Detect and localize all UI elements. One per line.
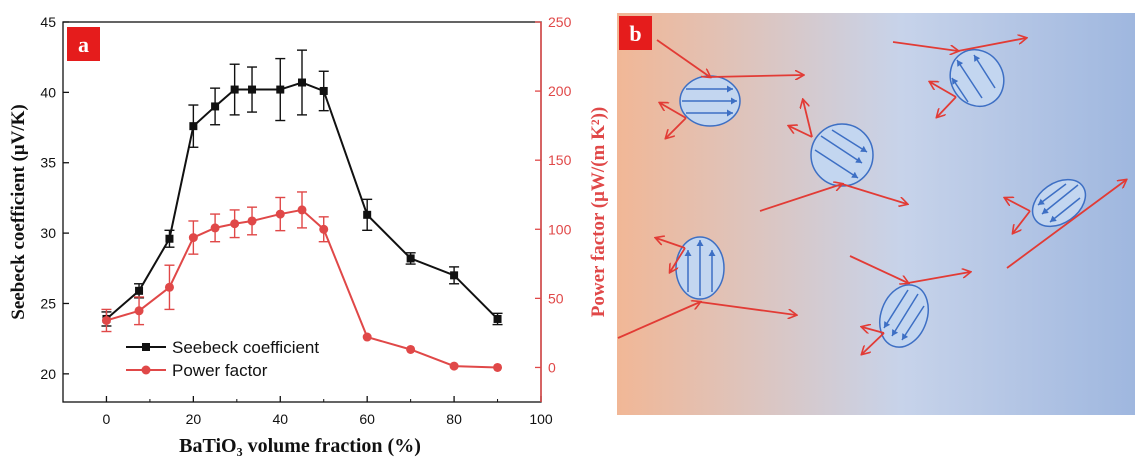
y-left-tick-label: 20 bbox=[40, 366, 56, 382]
x-tick-label: 40 bbox=[272, 411, 288, 427]
y-right-tick-label: 150 bbox=[548, 152, 572, 168]
data-point-power-factor bbox=[406, 344, 416, 354]
red-arrow bbox=[892, 41, 958, 51]
y-right-tick-label: 250 bbox=[548, 14, 572, 30]
y-right-tick-label: 0 bbox=[548, 359, 556, 375]
data-point-seebeck bbox=[450, 271, 459, 280]
series-line-seebeck bbox=[105, 81, 499, 320]
data-point-power-factor bbox=[275, 209, 285, 219]
x-tick-label: 60 bbox=[359, 411, 375, 427]
red-arrow bbox=[617, 302, 700, 339]
data-point-power-factor bbox=[319, 224, 329, 234]
data-point-seebeck bbox=[319, 86, 328, 95]
x-tick-label: 80 bbox=[446, 411, 462, 427]
ferroelectric-particle-3 bbox=[949, 48, 1005, 108]
data-point-seebeck bbox=[493, 314, 502, 323]
data-point-power-factor bbox=[134, 306, 144, 316]
red-arrow bbox=[699, 301, 796, 315]
red-arrow bbox=[759, 184, 842, 212]
data-point-seebeck bbox=[189, 122, 198, 131]
red-arrow bbox=[666, 117, 687, 138]
ferroelectric-particle-1 bbox=[679, 75, 741, 127]
red-arrow bbox=[957, 38, 1026, 52]
data-point-power-factor bbox=[247, 216, 257, 226]
legend-label-power-factor: Power factor bbox=[172, 361, 268, 380]
data-point-seebeck bbox=[248, 85, 257, 94]
ferroelectric-particle-6 bbox=[879, 284, 929, 348]
ferroelectric-particle-4 bbox=[1031, 178, 1087, 228]
data-point-seebeck bbox=[298, 78, 306, 87]
series-line-power-factor bbox=[106, 208, 498, 369]
red-arrow bbox=[670, 247, 686, 272]
panel-b-schematic: b bbox=[617, 13, 1135, 415]
red-arrow bbox=[656, 238, 686, 249]
legend: Seebeck coefficient Power factor bbox=[126, 338, 319, 380]
red-arrow bbox=[937, 96, 957, 117]
red-arrow bbox=[862, 327, 885, 333]
x-tick-label: 20 bbox=[186, 411, 202, 427]
data-point-power-factor bbox=[362, 332, 372, 342]
data-point-seebeck bbox=[276, 85, 285, 94]
data-point-seebeck bbox=[406, 254, 415, 263]
y-axis-right-title: Power factor (μW/(m K²)) bbox=[588, 107, 609, 317]
panel-a-label: a bbox=[78, 32, 89, 57]
data-point-power-factor bbox=[164, 282, 174, 292]
panel-a-chart: 0 20 40 60 80 100202530354045050100150200250 … bbox=[8, 14, 609, 457]
red-arrow bbox=[789, 126, 813, 138]
legend-item-seebeck: Seebeck coefficient bbox=[126, 338, 319, 357]
carrier-scattering-arrows bbox=[617, 38, 1126, 354]
data-point-seebeck bbox=[211, 102, 220, 111]
y-right-tick-label: 100 bbox=[548, 221, 572, 237]
ferroelectric-particle-2 bbox=[810, 123, 874, 187]
y-axis-left-title: Seebeck coefficient (μV/K) bbox=[8, 104, 29, 319]
x-tick-label: 100 bbox=[529, 411, 553, 427]
legend-item-power-factor: Power factor bbox=[126, 361, 268, 380]
data-point-power-factor bbox=[449, 361, 459, 371]
ferroelectric-particle-5 bbox=[675, 236, 725, 300]
red-arrow bbox=[907, 272, 970, 284]
x-tick-label: 0 bbox=[103, 411, 111, 427]
panel-b-label-box bbox=[619, 16, 652, 50]
data-point-seebeck bbox=[363, 210, 372, 219]
red-arrow bbox=[1006, 180, 1126, 269]
data-point-power-factor bbox=[210, 223, 220, 233]
x-axis-title: BaTiO₃ volume fraction (%) bbox=[179, 435, 421, 457]
legend-label-seebeck: Seebeck coefficient bbox=[172, 338, 319, 357]
red-arrow bbox=[1013, 210, 1031, 233]
y-right-tick-label: 50 bbox=[548, 290, 564, 306]
red-arrow bbox=[841, 183, 907, 204]
red-arrow bbox=[849, 255, 908, 283]
y-left-tick-label: 25 bbox=[40, 295, 56, 311]
data-point-power-factor bbox=[230, 219, 240, 229]
y-left-tick-label: 45 bbox=[40, 14, 56, 30]
y-left-tick-label: 35 bbox=[40, 155, 56, 171]
data-point-seebeck bbox=[230, 85, 239, 94]
red-arrow bbox=[862, 332, 885, 354]
red-arrow bbox=[803, 100, 813, 138]
red-arrow bbox=[930, 82, 957, 98]
data-point-power-factor bbox=[188, 233, 198, 243]
data-point-power-factor bbox=[493, 362, 503, 372]
red-arrow bbox=[656, 39, 710, 77]
y-left-tick-label: 40 bbox=[40, 84, 56, 100]
y-right-tick-label: 200 bbox=[548, 83, 572, 99]
red-arrow bbox=[1005, 198, 1031, 212]
panel-b-label: b bbox=[629, 21, 641, 46]
red-arrow bbox=[660, 103, 687, 119]
data-point-power-factor bbox=[101, 315, 111, 325]
data-point-seebeck bbox=[135, 286, 144, 295]
data-point-seebeck bbox=[165, 234, 174, 243]
data-point-power-factor bbox=[297, 205, 307, 215]
y-left-tick-label: 30 bbox=[40, 225, 56, 241]
panel-a-label-box bbox=[67, 27, 100, 61]
red-arrow bbox=[709, 75, 803, 77]
